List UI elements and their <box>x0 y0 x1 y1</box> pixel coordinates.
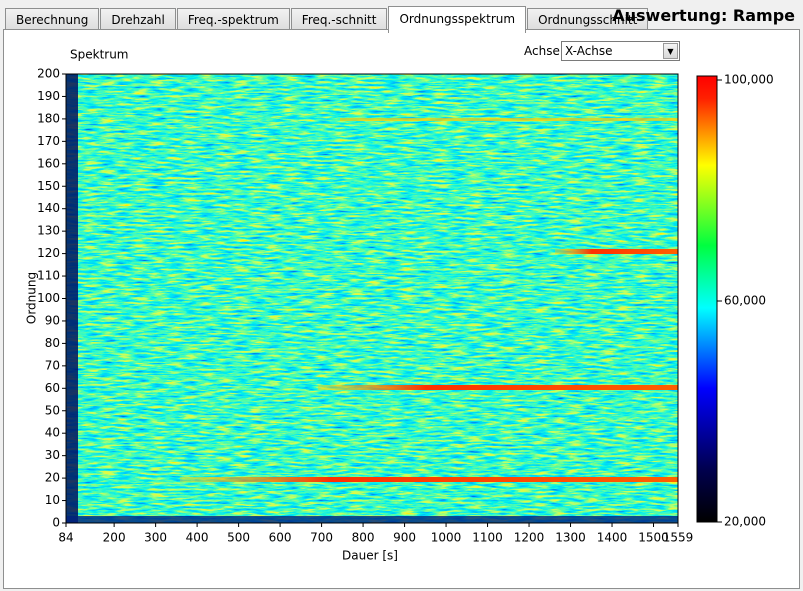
tab[interactable]: Ordnungsspektrum <box>388 6 527 33</box>
tab[interactable]: Drehzahl <box>100 8 176 31</box>
heatmap-band <box>66 516 678 523</box>
x-tick-label: 800 <box>352 531 375 545</box>
y-tick-label: 110 <box>37 269 60 283</box>
colorbar-tick-label: 20,000 <box>724 515 766 529</box>
y-tick-label: 120 <box>37 246 60 260</box>
x-tick-label: 84 <box>58 531 73 545</box>
y-tick-label: 70 <box>45 358 60 372</box>
x-tick-label: 500 <box>227 531 250 545</box>
y-tick-label: 20 <box>45 471 60 485</box>
chart-title: Spektrum <box>70 48 129 62</box>
x-tick-label: 1300 <box>555 531 586 545</box>
x-tick-label: 1400 <box>597 531 628 545</box>
x-tick-label: 900 <box>393 531 416 545</box>
x-tick-label: 400 <box>186 531 209 545</box>
axis-label: Achse: <box>524 44 564 58</box>
x-tick-label: 1559 <box>663 531 694 545</box>
y-tick-label: 180 <box>37 111 60 125</box>
ridge <box>318 385 678 390</box>
y-tick-label: 10 <box>45 493 60 507</box>
y-tick-label: 170 <box>37 134 60 148</box>
colorbar-tick-label: 60,000 <box>724 294 766 308</box>
header-title: Auswertung: Rampe <box>612 6 795 25</box>
x-tick-label: 1000 <box>431 531 462 545</box>
y-tick-label: 200 <box>37 67 60 81</box>
y-tick-label: 30 <box>45 448 60 462</box>
y-tick-label: 60 <box>45 381 60 395</box>
heatmap <box>66 74 678 523</box>
y-tick-label: 80 <box>45 336 60 350</box>
heatmap-image <box>66 74 678 523</box>
y-tick-label: 150 <box>37 179 60 193</box>
colorbar <box>696 75 718 523</box>
y-tick-label: 90 <box>45 313 60 327</box>
x-tick-label: 700 <box>310 531 333 545</box>
tab[interactable]: Freq.-schnitt <box>290 8 388 31</box>
tab-bar: Berechnung Drehzahl Freq.-spektrum Freq.-sc… <box>5 6 649 33</box>
y-tick-label: 40 <box>45 426 60 440</box>
x-tick-label: 600 <box>269 531 292 545</box>
y-tick-label: 50 <box>45 403 60 417</box>
y-tick-label: 0 <box>52 516 60 530</box>
ridge <box>555 249 678 254</box>
x-tick-label: 200 <box>103 531 126 545</box>
y-axis-label: Ordnung <box>25 272 39 324</box>
y-tick-label: 130 <box>37 224 60 238</box>
y-tick-label: 160 <box>37 156 60 170</box>
y-tick-label: 100 <box>37 291 60 305</box>
x-tick-label: 1500 <box>638 531 669 545</box>
x-axis-label: Dauer [s] <box>342 549 398 563</box>
tab[interactable]: Ordnungsschnitt <box>527 8 649 31</box>
tab[interactable]: Freq.-spektrum <box>176 8 290 31</box>
colorbar-tick-label: 100,000 <box>724 73 774 87</box>
x-tick-label: 300 <box>144 531 167 545</box>
x-tick-label: 1100 <box>472 531 503 545</box>
axis-dropdown[interactable]: X-Achse ▼ <box>561 41 680 61</box>
ridge <box>340 118 678 121</box>
y-tick-label: 190 <box>37 89 60 103</box>
heatmap-band <box>66 74 78 523</box>
tab[interactable]: Berechnung <box>5 8 100 31</box>
dropdown-value: X-Achse <box>565 44 613 58</box>
x-tick-label: 1200 <box>514 531 545 545</box>
y-tick-label: 140 <box>37 201 60 215</box>
ridge <box>180 477 678 482</box>
dropdown-arrow[interactable]: ▼ <box>663 43 678 59</box>
